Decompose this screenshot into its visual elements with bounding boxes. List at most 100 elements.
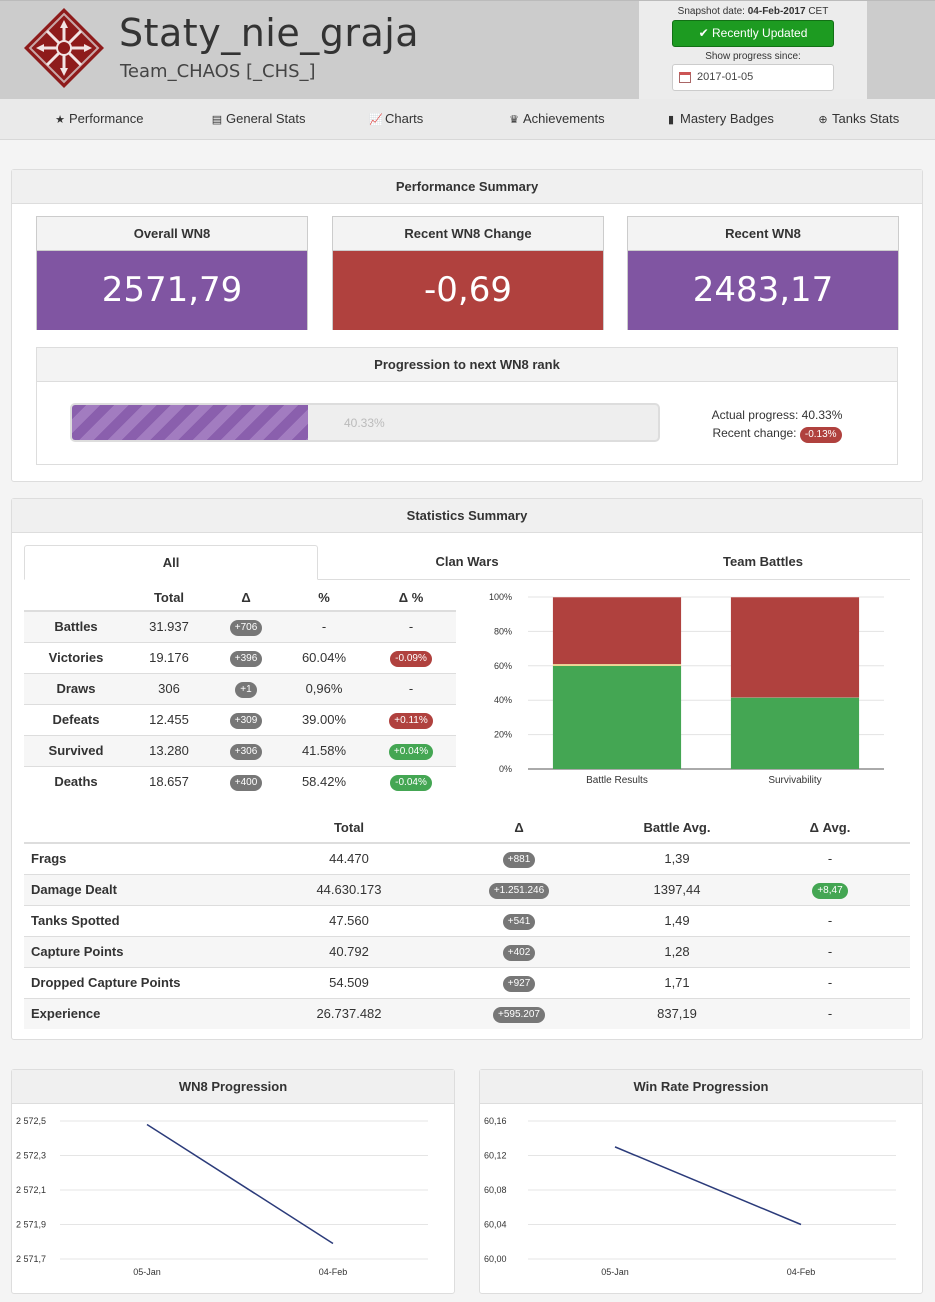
y-tick-label: 2 571,7 [16, 1254, 46, 1264]
progress-since-date-input[interactable]: 2017-01-05 [672, 64, 834, 91]
y-tick-label: 60,04 [484, 1220, 507, 1230]
clan-logo-icon [24, 8, 104, 88]
snapshot-label: Snapshot date: [677, 6, 745, 17]
recently-updated-label: Recently Updated [712, 26, 808, 40]
table-row: Frags 44.470 +881 1,39- [24, 842, 910, 874]
delta-cell: +541 [434, 904, 604, 936]
table-row: Deaths 18.657 +400 58.42% -0.04% [24, 765, 456, 797]
performance-summary-panel: Performance Summary Overall WN8 2571,79 … [11, 169, 923, 482]
y-tick-label: 60,08 [484, 1185, 507, 1195]
delta-cell: +1 [210, 672, 282, 704]
wn8-progression-title: WN8 Progression [12, 1070, 454, 1104]
y-tick-label: 2 572,1 [16, 1185, 46, 1195]
col-header: Δ [434, 813, 604, 844]
tab-team-battles[interactable]: Team Battles [723, 554, 803, 569]
battle-avg-cell: 1397,44 [604, 873, 750, 905]
col-header [24, 813, 264, 844]
table-row: Capture Points 40.792 +402 1,28- [24, 935, 910, 967]
table-header-row: Total Δ Battle Avg. Δ Avg. [24, 813, 910, 844]
col-header: Δ Avg. [750, 813, 910, 844]
y-tick-label: 60,00 [484, 1254, 507, 1264]
progress-since-value: 2017-01-05 [697, 71, 754, 83]
nav-label: Mastery Badges [680, 111, 774, 126]
row-label: Frags [24, 842, 264, 874]
row-label: Deaths [24, 765, 128, 797]
x-tick-label: 04-Feb [787, 1267, 816, 1277]
row-label: Victories [24, 641, 128, 673]
nav-performance[interactable]: ★ Performance [53, 111, 143, 126]
delta-percent-cell: - [366, 610, 456, 642]
bookmark-icon: ▮ [667, 114, 675, 126]
row-label: Survived [24, 734, 128, 766]
table-row: Experience 26.737.482 +595.207 837,19- [24, 997, 910, 1029]
delta-cell-badge: +541 [502, 913, 536, 930]
delta-cell: +309 [210, 703, 282, 735]
x-tick-label: 04-Feb [319, 1267, 348, 1277]
tab-all[interactable]: All [24, 545, 318, 580]
wn8-progression-panel: WN8 Progression 2 572,5 2 572,3 2 572,1 2 5… [11, 1069, 455, 1294]
snapshot-panel: Snapshot date: 04-Feb-2017 CET ✔ Recentl… [639, 1, 867, 100]
tab-clan-wars[interactable]: Clan Wars [435, 554, 499, 569]
delta-cell-badge: +396 [229, 650, 263, 667]
delta-cell: +927 [434, 966, 604, 998]
delta-cell-badge: +400 [229, 774, 263, 791]
player-name: Staty_nie_graja [119, 11, 420, 55]
row-label: Dropped Capture Points [24, 966, 264, 998]
delta-cell: +706 [210, 610, 282, 642]
delta-percent-cell: -0.09% [366, 641, 456, 673]
kpi-value: 2571,79 [37, 251, 307, 330]
nav-achievements[interactable]: ♛ Achievements [507, 111, 605, 126]
y-tick-label: 100% [489, 592, 512, 602]
nav-tanks-stats[interactable]: ⊕ Tanks Stats [816, 111, 899, 126]
row-label: Capture Points [24, 935, 264, 967]
y-tick-label: 2 572,3 [16, 1151, 46, 1161]
battle-avg-cell: 1,28 [604, 935, 750, 967]
delta-percent-cell: +0.04% [366, 734, 456, 766]
wn8-progression-box: Progression to next WN8 rank 40.33% Actu… [36, 347, 898, 465]
delta-cell: +595.207 [434, 997, 604, 1029]
delta-cell-badge: +927 [502, 975, 536, 992]
progression-percent: 40.33% [344, 416, 385, 430]
wn8-progression-chart: 2 572,5 2 572,3 2 572,1 2 571,9 2 571,7 05-Ja… [16, 1116, 428, 1277]
delta-avg-cell: - [750, 997, 910, 1029]
kpi-overall-wn8: Overall WN8 2571,79 [36, 216, 308, 330]
calendar-icon [679, 72, 691, 83]
y-tick-label: 0% [499, 764, 512, 774]
delta-percent-cell: +0.11% [366, 703, 456, 735]
nav-mastery-badges[interactable]: ▮ Mastery Badges [664, 111, 774, 126]
series-line [614, 1146, 802, 1226]
y-tick-label: 60,12 [484, 1151, 507, 1161]
delta-cell-badge: +706 [229, 619, 263, 636]
bar-segment [552, 665, 682, 769]
col-header: Total [128, 585, 210, 612]
clan-name: Team_CHAOS [_CHS_] [120, 61, 316, 82]
percent-cell: 58.42% [282, 765, 366, 797]
table-row: Survived 13.280 +306 41.58% +0.04% [24, 734, 456, 766]
percent-cell: 39.00% [282, 703, 366, 735]
table-row: Victories 19.176 +396 60.04% -0.09% [24, 641, 456, 673]
delta-percent-cell: -0.04% [366, 765, 456, 797]
series-line [146, 1123, 334, 1245]
bar-segment [730, 597, 860, 698]
x-tick-label: Battle Results [586, 775, 648, 786]
y-tick-label: 80% [494, 626, 512, 636]
total-cell: 26.737.482 [264, 997, 434, 1029]
nav-general-stats[interactable]: ▤ General Stats [210, 111, 306, 126]
delta-avg-cell: - [750, 904, 910, 936]
nav-label: Tanks Stats [832, 111, 900, 126]
list-icon: ▤ [211, 114, 223, 126]
battle-avg-cell: 1,39 [604, 842, 750, 874]
delta-cell-badge: +1 [235, 681, 257, 698]
percent-cell: 41.58% [282, 734, 366, 766]
delta-percent-cell-badge: -0.09% [390, 650, 432, 667]
performance-summary-title: Performance Summary [12, 170, 922, 204]
nav-label: Performance [69, 111, 144, 126]
recently-updated-button[interactable]: ✔ Recently Updated [672, 20, 834, 47]
row-label: Defeats [24, 703, 128, 735]
percent-cell: 60.04% [282, 641, 366, 673]
nav-charts[interactable]: 📈 Charts [369, 111, 423, 126]
bar-segment [552, 597, 682, 665]
x-tick-label: Survivability [768, 775, 821, 786]
show-progress-label: Show progress since: [705, 51, 801, 62]
percent-cell: 0,96% [282, 672, 366, 704]
